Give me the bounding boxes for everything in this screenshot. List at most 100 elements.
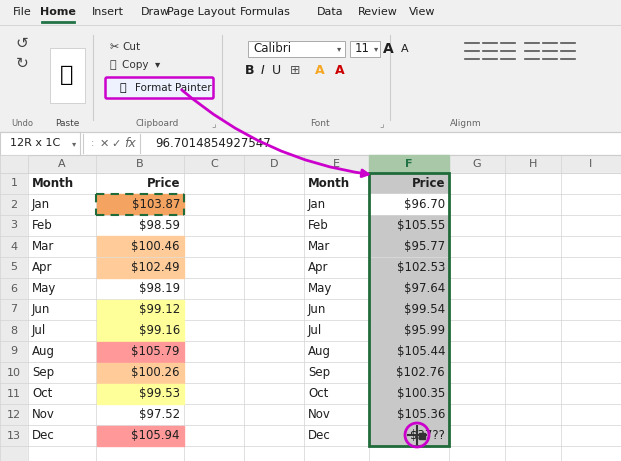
Text: ⌟: ⌟ [212, 119, 216, 129]
Text: Jan: Jan [308, 198, 326, 211]
Text: 11: 11 [7, 389, 21, 398]
FancyBboxPatch shape [106, 77, 214, 99]
Text: $97.64: $97.64 [404, 282, 445, 295]
Text: A: A [58, 159, 66, 169]
Text: $100.46: $100.46 [132, 240, 180, 253]
Text: ▾: ▾ [374, 45, 378, 53]
Text: F: F [406, 159, 413, 169]
Text: 2: 2 [11, 200, 17, 209]
Bar [369, 426, 448, 445]
Text: $100.35: $100.35 [397, 387, 445, 400]
Text: Alignm: Alignm [450, 119, 482, 129]
Bar [0, 155, 28, 173]
Text: 📄: 📄 [110, 60, 117, 70]
Text: 7: 7 [11, 305, 17, 314]
Text: $105.79: $105.79 [132, 345, 180, 358]
Bar [50, 48, 85, 103]
Text: $98.19: $98.19 [139, 282, 180, 295]
Text: $95.99: $95.99 [404, 324, 445, 337]
Text: Aug: Aug [308, 345, 331, 358]
Text: H: H [529, 159, 537, 169]
Text: Home: Home [40, 7, 76, 18]
Text: Apr: Apr [32, 261, 53, 274]
Text: Jul: Jul [32, 324, 46, 337]
Text: Undo: Undo [11, 119, 33, 129]
Text: $98.59: $98.59 [139, 219, 180, 232]
Text: $105.44: $105.44 [396, 345, 445, 358]
Text: 9: 9 [11, 347, 17, 356]
Bar [369, 300, 448, 319]
Text: Dec: Dec [32, 429, 55, 442]
Text: Font: Font [310, 119, 330, 129]
Text: May: May [308, 282, 332, 295]
Text: A: A [383, 42, 393, 56]
Text: A: A [335, 65, 345, 77]
Text: Draw: Draw [140, 7, 170, 18]
Text: Nov: Nov [32, 408, 55, 421]
Text: Paste: Paste [55, 119, 79, 129]
Text: 10: 10 [7, 367, 21, 378]
Text: Month: Month [308, 177, 350, 190]
Text: 4: 4 [11, 242, 17, 252]
Bar [0, 155, 621, 461]
Bar [369, 215, 448, 236]
Text: Month: Month [32, 177, 74, 190]
Text: $96.70: $96.70 [404, 198, 445, 211]
Text: Format Painter: Format Painter [135, 83, 212, 93]
Text: 12: 12 [7, 409, 21, 420]
Bar [0, 173, 28, 461]
Text: ▾: ▾ [72, 139, 76, 148]
Text: Sep: Sep [32, 366, 54, 379]
Text: Review: Review [358, 7, 398, 18]
Text: ✓: ✓ [111, 138, 120, 148]
Text: I: I [589, 159, 592, 169]
Text: Price: Price [412, 177, 445, 190]
Text: $103.87: $103.87 [132, 198, 180, 211]
Text: ✕: ✕ [99, 138, 109, 148]
Bar [96, 342, 183, 361]
Bar [0, 155, 621, 173]
Text: $105.36: $105.36 [397, 408, 445, 421]
Bar [96, 258, 183, 278]
Text: 11: 11 [355, 42, 370, 55]
Text: Feb: Feb [32, 219, 53, 232]
Text: U: U [271, 65, 281, 77]
Text: Mar: Mar [308, 240, 330, 253]
Text: 96.7014854927547: 96.7014854927547 [155, 137, 271, 150]
Text: fx: fx [124, 137, 136, 150]
Text: $95.77: $95.77 [404, 240, 445, 253]
Bar [0, 132, 621, 155]
Text: Apr: Apr [308, 261, 329, 274]
Text: 3: 3 [11, 220, 17, 230]
Text: E: E [333, 159, 340, 169]
Text: Jun: Jun [308, 303, 327, 316]
Text: Dec: Dec [308, 429, 331, 442]
Text: Feb: Feb [308, 219, 329, 232]
Bar [96, 362, 183, 383]
Text: May: May [32, 282, 57, 295]
Bar [369, 278, 448, 299]
Text: 12R x 1C: 12R x 1C [10, 138, 60, 148]
Text: Page Layout: Page Layout [166, 7, 235, 18]
Text: $102.49: $102.49 [132, 261, 180, 274]
Bar [369, 195, 448, 214]
Bar [96, 300, 183, 319]
Text: G: G [473, 159, 481, 169]
Bar [350, 41, 380, 57]
Bar [96, 236, 183, 256]
Text: Copy  ▾: Copy ▾ [122, 60, 160, 70]
Text: $99.12: $99.12 [138, 303, 180, 316]
Text: $99.53: $99.53 [139, 387, 180, 400]
Text: 13: 13 [7, 431, 21, 441]
Text: 📋: 📋 [60, 65, 74, 85]
Text: ↻: ↻ [16, 55, 29, 71]
Text: $37??: $37?? [410, 429, 445, 442]
Bar [28, 173, 621, 461]
Text: B: B [245, 65, 255, 77]
Bar [248, 41, 345, 57]
Text: 6: 6 [11, 284, 17, 294]
Bar [369, 384, 448, 403]
Text: 8: 8 [11, 325, 17, 336]
Bar [96, 426, 183, 445]
Text: C: C [210, 159, 218, 169]
